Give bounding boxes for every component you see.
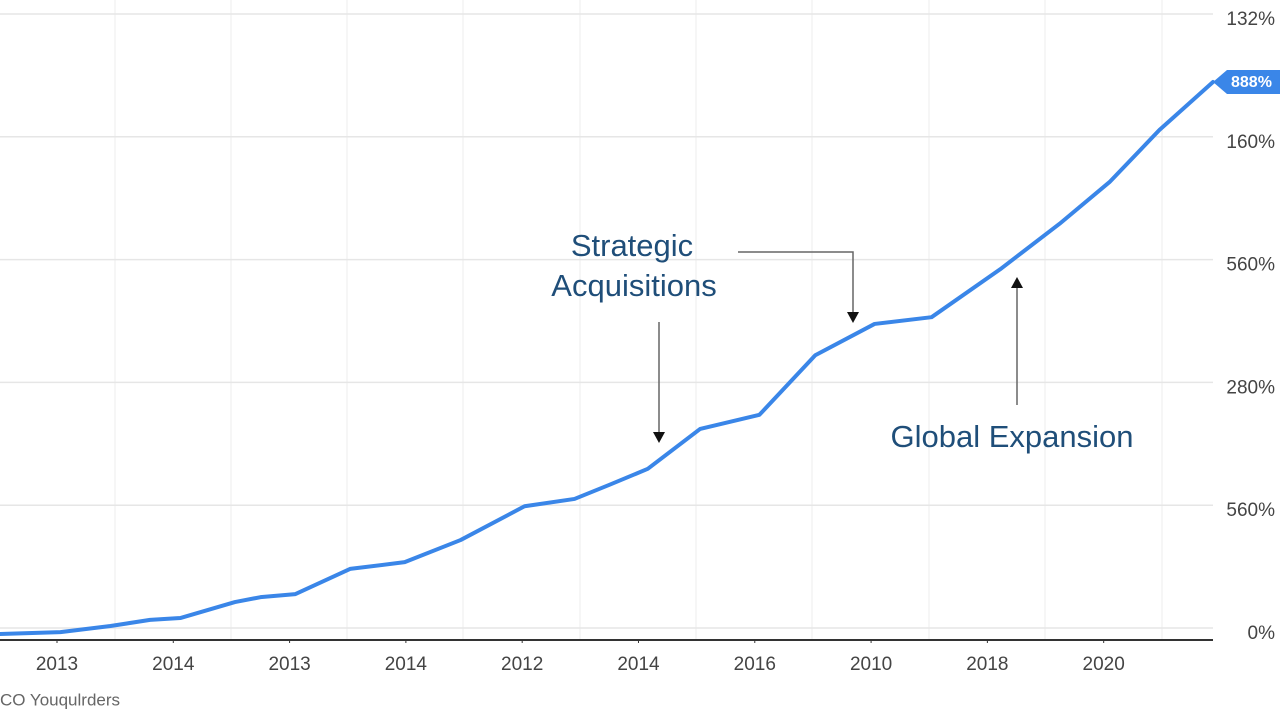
end-label: 888% (1231, 74, 1272, 91)
arrow-heads (653, 277, 1023, 443)
arrow-head (653, 432, 665, 443)
x-tick-label: 2012 (501, 654, 543, 675)
footer: CO Youqulrders (0, 690, 120, 709)
grid (0, 13, 1213, 629)
y-tick-label: 560% (1226, 500, 1275, 521)
x-tick-label: 2014 (152, 654, 195, 675)
x-tick-label: 2014 (617, 654, 660, 675)
arrow (738, 251, 854, 314)
annotation: Global Expansion (891, 419, 1134, 454)
y-tick-label: 280% (1226, 377, 1275, 398)
end-badge (1213, 70, 1280, 95)
x-tick-label: 2014 (385, 654, 428, 675)
y-tick-label: 132% (1226, 9, 1275, 30)
annotation: Strategic (571, 228, 693, 263)
y-tick-label: 560% (1226, 255, 1275, 276)
annotation: Acquisitions (551, 268, 716, 303)
plot: 888% (0, 70, 1280, 636)
annotation-arrows (658, 251, 1018, 434)
x-tick-label: 2010 (850, 654, 892, 675)
data-line (0, 80, 1215, 636)
x-tick-label: 2013 (36, 654, 78, 675)
x-tick-label: 2018 (966, 654, 1008, 675)
x-tick-label: 2016 (734, 654, 776, 675)
y-tick-label: 0% (1248, 623, 1276, 644)
x-tick-label: 2013 (268, 654, 310, 675)
x-tick-label: 2020 (1083, 654, 1125, 675)
y-tick-label: 160% (1226, 132, 1275, 153)
arrow-head (847, 312, 859, 323)
arrow-head (1011, 277, 1023, 288)
vertical-grid (114, 0, 1163, 640)
